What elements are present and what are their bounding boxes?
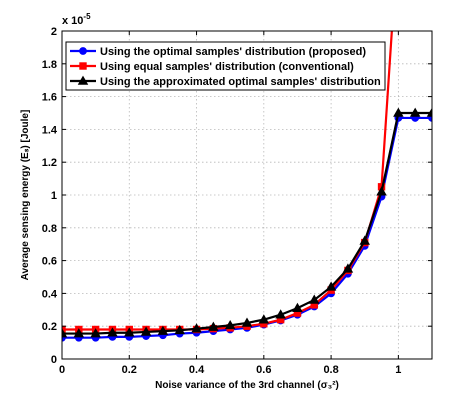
data-point-triangle (224, 319, 236, 330)
legend-label: Using the approximated optimal samples' … (100, 76, 381, 88)
data-point-triangle (157, 325, 169, 335)
data-point-triangle (359, 235, 370, 245)
data-point-triangle (292, 302, 303, 312)
data-point-triangle (191, 323, 202, 333)
y-tick-label: 1.2 (42, 157, 57, 169)
legend-entry: Using the optimal samples' distribution … (70, 46, 366, 58)
data-point-triangle (309, 294, 320, 304)
legend-label: Using the optimal samples' distribution … (100, 46, 366, 58)
data-point-triangle (62, 328, 68, 338)
data-point-triangle (393, 107, 404, 117)
series-layer (62, 31, 432, 342)
ticks: 0 0.2 0.4 0.6 0.8 1 0 0.2 0.4 0.6 0.8 1 1.2 1.4 1.6 1.8… (42, 26, 432, 376)
legend-label: Using equal samples' distribution (conve… (100, 61, 354, 73)
grid (62, 31, 432, 359)
data-point-triangle (107, 327, 118, 337)
y-tick-label: 0 (51, 354, 57, 366)
data-point-triangle (426, 107, 432, 117)
x-axis-label: Noise variance of the 3rd channel (σ₃²) (155, 380, 339, 391)
data-point-triangle (258, 314, 270, 324)
data-point-triangle (90, 328, 101, 338)
data-point-triangle (174, 324, 185, 335)
data-point-triangle (325, 281, 337, 291)
data-point-triangle (275, 309, 286, 319)
x-tick-label: 0.6 (256, 364, 271, 376)
data-point-triangle (73, 328, 85, 338)
data-point-triangle (140, 326, 152, 336)
data-point-triangle (241, 317, 253, 327)
data-point-triangle (124, 327, 135, 337)
x-tick-label: 0.8 (323, 364, 338, 376)
data-point-square (62, 325, 66, 334)
y-axis-label: Average sensing energy (Eₛ) [Joule] (20, 110, 31, 281)
data-point-triangle (342, 263, 354, 273)
x-tick-label: 0 (59, 364, 65, 376)
y-tick-label: 1.6 (42, 92, 57, 104)
y-tick-label: 1.8 (42, 59, 57, 71)
y-tick-label: 0.8 (42, 223, 57, 235)
legend-entry: Using equal samples' distribution (conve… (70, 61, 354, 73)
legend-entry: Using the approximated optimal samples' … (70, 75, 381, 88)
x-tick-label: 1 (395, 364, 401, 376)
data-point-triangle (376, 186, 387, 196)
y-exponent-power: -5 (83, 12, 91, 21)
y-tick-label: 0.2 (42, 321, 57, 333)
legend-box (65, 41, 386, 91)
data-point-triangle (409, 107, 421, 117)
legend-marker (79, 47, 87, 55)
series-3 (62, 107, 432, 338)
y-tick-label: 1 (51, 190, 57, 202)
data-point-triangle (208, 321, 219, 331)
y-tick-label: 1.4 (42, 124, 58, 136)
x-tick-label: 0.2 (122, 364, 137, 376)
x-tick-label: 0.4 (189, 364, 205, 376)
y-tick-label: 2 (51, 26, 57, 38)
y-exponent-label: x 10-5 (62, 12, 91, 27)
y-tick-label: 0.6 (42, 256, 57, 268)
legend: Using the optimal samples' distribution … (65, 41, 386, 91)
y-tick-label: 0.4 (42, 288, 58, 300)
legend-marker (77, 75, 89, 85)
legend-marker (79, 62, 87, 70)
